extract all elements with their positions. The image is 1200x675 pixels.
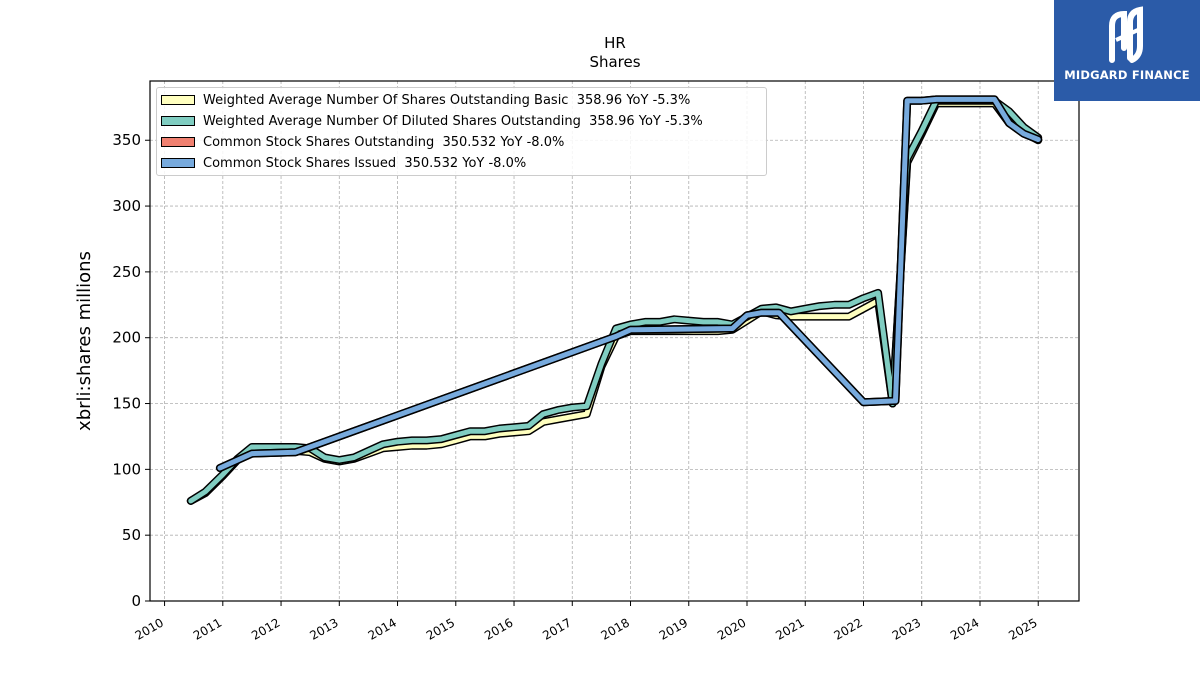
x-tick-label: 2021: [773, 615, 806, 642]
y-tick-label: 300: [112, 197, 141, 215]
x-tick-label: 2020: [715, 615, 748, 642]
y-tick-label: 150: [112, 395, 141, 413]
legend-label-issued: Common Stock Shares Issued 350.532 YoY -…: [203, 155, 527, 171]
legend-item-basic: Weighted Average Number Of Shares Outsta…: [161, 91, 690, 109]
legend-swatch-issued: [161, 158, 195, 168]
series-line: [217, 96, 1041, 471]
x-tick-label: 2010: [133, 615, 166, 642]
legend-item-diluted: Weighted Average Number Of Diluted Share…: [161, 112, 703, 130]
series-3: [215, 95, 1043, 472]
chart-legend: Weighted Average Number Of Shares Outsta…: [156, 87, 767, 176]
legend-swatch-outstanding: [161, 137, 195, 147]
plot-frame: [149, 80, 1080, 602]
chart-title: HR: [604, 34, 626, 52]
legend-label-outstanding: Common Stock Shares Outstanding 350.532 …: [203, 134, 565, 150]
y-tick-label: 50: [122, 526, 141, 544]
x-tick-label: 2019: [657, 615, 690, 642]
legend-item-issued: Common Stock Shares Issued 350.532 YoY -…: [161, 154, 526, 172]
y-tick-label: 350: [112, 131, 141, 149]
series-layer: [186, 95, 1043, 505]
legend-label-basic: Weighted Average Number Of Shares Outsta…: [203, 92, 691, 108]
x-tick-label: 2012: [249, 615, 282, 642]
legend-label-diluted: Weighted Average Number Of Diluted Share…: [203, 113, 703, 129]
legend-swatch-basic: [161, 95, 195, 105]
midgard-logo-icon: [1109, 6, 1143, 63]
x-tick-label: 2013: [307, 615, 340, 642]
y-tick-label: 0: [131, 592, 141, 610]
y-axis-label: xbrli:shares millions: [74, 251, 95, 431]
y-tick-label: 200: [112, 329, 141, 347]
y-tick-label: 250: [112, 263, 141, 281]
x-tick-label: 2017: [540, 615, 573, 642]
x-tick-label: 2023: [890, 615, 923, 642]
legend-swatch-diluted: [161, 116, 195, 126]
y-tick-label: 100: [112, 460, 141, 478]
x-tick-label: 2025: [1006, 615, 1039, 642]
x-tick-label: 2016: [482, 615, 515, 642]
x-tick-label: 2024: [948, 615, 981, 642]
midgard-finance-logo: MIDGARD FINANCE: [1054, 0, 1200, 101]
chart-subtitle: Shares: [589, 53, 640, 71]
x-tick-label: 2015: [424, 615, 457, 642]
x-tick-label: 2018: [599, 615, 632, 642]
x-tick-label: 2014: [366, 615, 399, 642]
logo-text: MIDGARD FINANCE: [1064, 68, 1190, 82]
x-tick-label: 2022: [832, 615, 865, 642]
legend-item-outstanding: Common Stock Shares Outstanding 350.532 …: [161, 133, 564, 151]
x-tick-label: 2011: [191, 615, 224, 642]
